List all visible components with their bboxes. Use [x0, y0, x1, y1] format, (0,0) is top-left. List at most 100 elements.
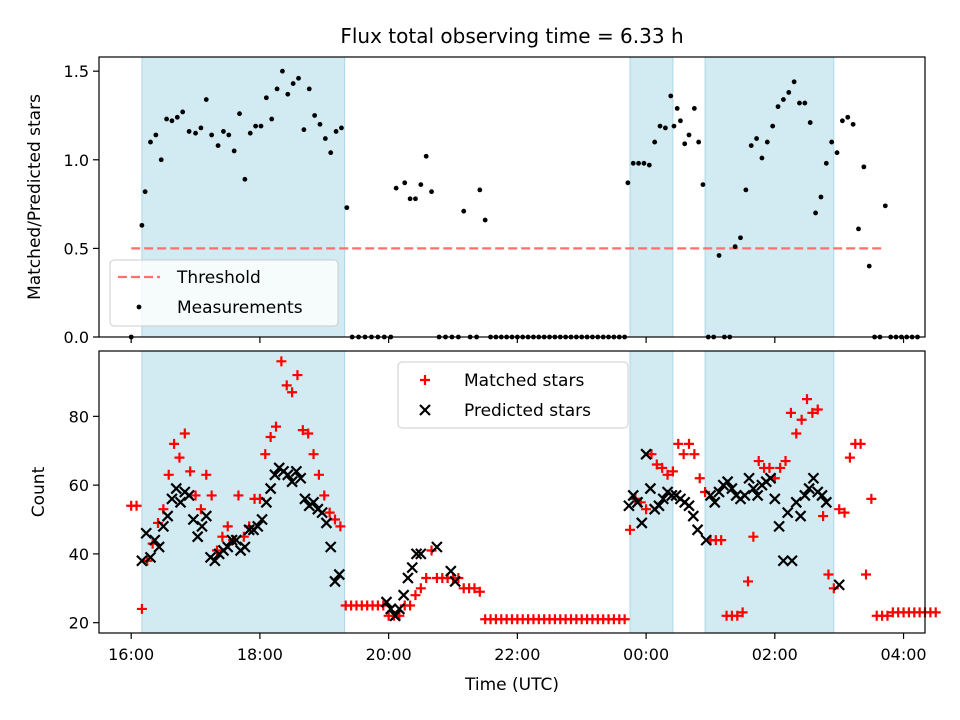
measurement-point [231, 148, 237, 154]
matched-stars-point [169, 438, 180, 449]
matched-stars-point [641, 504, 652, 515]
predicted-stars-point [307, 496, 320, 509]
measurement-point [413, 196, 418, 202]
measurement-point [823, 160, 829, 166]
matched-stars-point [421, 572, 432, 583]
predicted-stars-point [170, 482, 183, 495]
measurement-point [461, 208, 467, 214]
predicted-stars-point [445, 565, 457, 577]
matched-stars-point [689, 449, 700, 460]
predicted-stars-point [243, 524, 255, 536]
predicted-stars-point [410, 548, 423, 560]
predicted-stars-point [191, 530, 204, 543]
y-tick-label: 1.0 [64, 151, 89, 170]
matched-stars-point [260, 449, 271, 460]
predicted-stars-point [687, 510, 700, 522]
measurement-point [158, 157, 164, 163]
y-tick-label: 40 [69, 545, 89, 564]
matched-stars-point [287, 387, 298, 398]
measurement-point [850, 121, 856, 127]
measurement-point [716, 253, 722, 258]
measurement-point [700, 182, 706, 187]
measurement-point [429, 189, 434, 195]
measurement-point [652, 139, 658, 145]
measurement-point [247, 130, 253, 136]
measurement-point [301, 127, 307, 133]
matched-stars-point [855, 438, 866, 449]
predicted-stars-point [683, 499, 695, 512]
legend-matched-label: Matched stars [464, 371, 584, 391]
x-tick-label: 22:00 [494, 645, 540, 664]
measurement-point [139, 222, 145, 228]
predicted-stars-point [200, 510, 213, 522]
predicted-stars-point [294, 472, 307, 485]
measurement-point [274, 86, 280, 92]
measurement-point [840, 118, 845, 124]
predicted-stars-point [299, 493, 311, 505]
matched-stars-point [179, 428, 190, 439]
top-plot-frame [98, 56, 926, 338]
top-panel: 0.0 0.5 1.0 1.5 Matched/Predicted stars Thr… [25, 56, 926, 347]
measurement-point [770, 123, 776, 129]
measurement-point [759, 155, 765, 161]
measurement-point [237, 111, 242, 117]
matched-stars-point [217, 531, 228, 542]
measurement-point [663, 125, 668, 131]
predicted-stars-point [144, 551, 157, 564]
matched-stars-point [866, 493, 877, 504]
matched-stars-point [410, 590, 421, 601]
shaded-interval-1 [141, 350, 346, 634]
measurement-point [402, 180, 408, 186]
predicted-stars-point [161, 510, 174, 522]
matched-stars-point [474, 586, 485, 597]
matched-stars-point [292, 370, 303, 381]
measurement-point [263, 95, 269, 101]
legend-matched-swatch [420, 375, 430, 385]
top-y-axis-label: Matched/Predicted stars [25, 94, 45, 300]
legend-measurements-label: Measurements [177, 298, 303, 318]
bottom-legend: Matched stars Predicted stars [397, 361, 629, 429]
matched-stars-point [185, 466, 196, 477]
predicted-stars-point [324, 541, 337, 553]
y-tick-label: 1.5 [64, 62, 89, 81]
measurement-point [407, 196, 413, 202]
predicted-stars-point [820, 496, 833, 509]
predicted-stars-point [807, 472, 820, 485]
matched-stars-point [802, 394, 812, 405]
predicted-stars-point [751, 489, 764, 502]
matched-stars-point [743, 576, 753, 587]
matched-stars-point [131, 500, 142, 511]
measurement-point [791, 79, 797, 85]
measurement-point [630, 160, 636, 166]
measurement-point [686, 132, 692, 138]
measurement-point [193, 130, 198, 136]
predicted-stars-point [803, 482, 815, 495]
matched-stars-point [678, 449, 689, 460]
legend-predicted-swatch [419, 404, 431, 416]
predicted-stars-series [136, 448, 845, 622]
x-tick-label: 18:00 [237, 645, 283, 664]
measurement-point [781, 97, 786, 102]
measurement-point [636, 160, 641, 166]
predicted-stars-point [653, 499, 665, 512]
predicted-stars-point [402, 572, 414, 584]
measurement-point [418, 182, 424, 187]
predicted-stars-point [636, 517, 648, 529]
predicted-stars-point [777, 555, 790, 567]
matched-stars-point [796, 414, 807, 425]
legend-predicted-label: Predicted stars [464, 401, 591, 421]
matched-stars-point [716, 535, 727, 546]
matched-stars-point [163, 469, 174, 480]
predicted-stars-point [449, 575, 461, 588]
predicted-stars-point [393, 603, 406, 615]
matched-stars-point [737, 607, 748, 618]
matched-stars-point [694, 473, 705, 484]
measurement-point [845, 114, 851, 120]
matched-stars-point [276, 356, 287, 367]
matched-stars-point [780, 456, 791, 467]
matched-stars-point [823, 569, 834, 580]
y-tick-label: 0.0 [64, 328, 89, 347]
matched-stars-point [195, 504, 206, 515]
matched-stars-point [651, 459, 662, 470]
